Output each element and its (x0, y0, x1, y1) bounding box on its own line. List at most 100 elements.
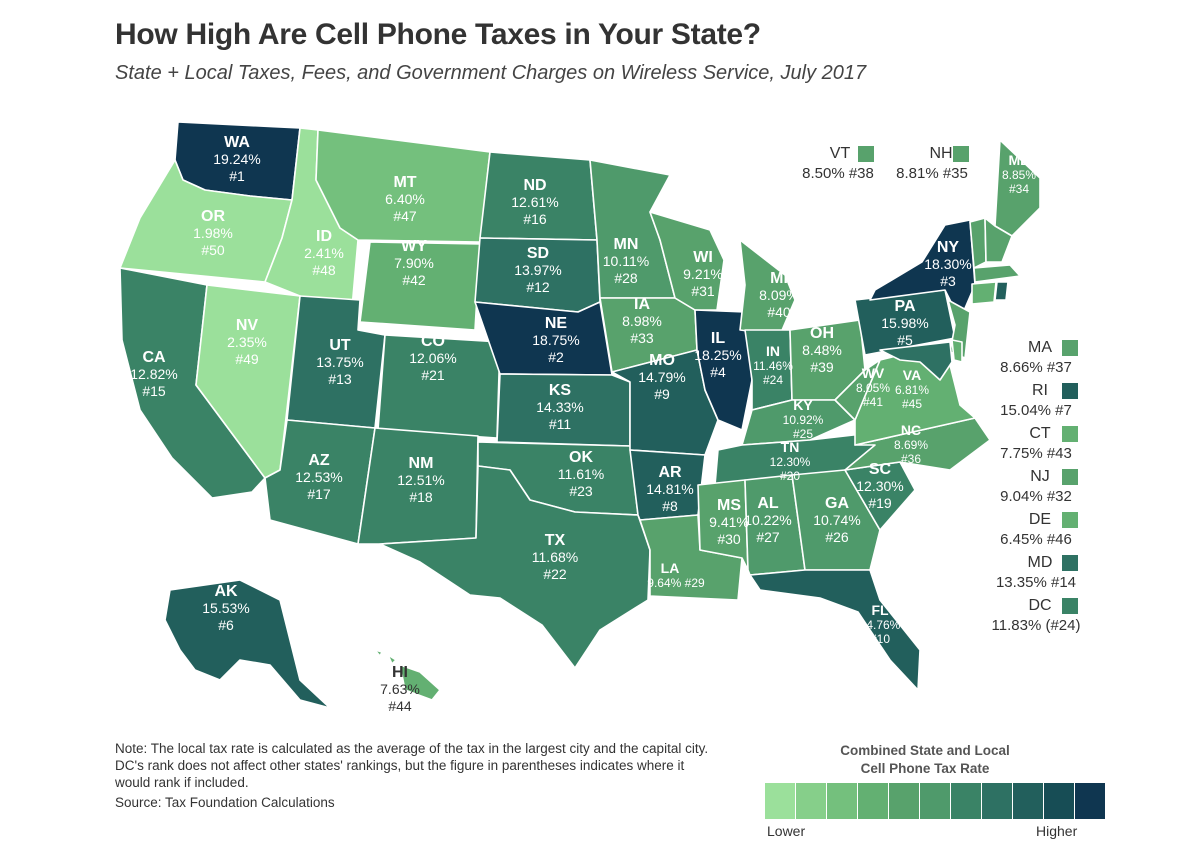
state-rate: 14.76% (860, 618, 901, 632)
callout-abbr: NH (929, 145, 952, 162)
state-rate: 8.85% (1002, 168, 1036, 182)
callout-ct: CT 7.75% #43 (1000, 425, 1078, 462)
state-rate: 2.41% (304, 245, 344, 261)
state-abbr: HI (392, 664, 408, 681)
state-ri (994, 281, 1009, 301)
state-rate: 11.46% (753, 359, 793, 373)
state-abbr: MN (614, 236, 639, 253)
state-rate: 1.98% (193, 225, 233, 241)
state-rate: 14.81% (646, 481, 693, 497)
legend-swatch (1044, 783, 1074, 819)
state-rate: 13.97% (514, 262, 561, 278)
state-rate: 8.05% (856, 381, 890, 395)
legend-color-scale (765, 783, 1105, 819)
state-rate: 18.75% (532, 332, 579, 348)
callout-swatch (1062, 555, 1078, 571)
state-label-va: VA6.81%#45 (895, 367, 929, 411)
state-label-ms: MS9.41%#30 (709, 497, 749, 547)
state-rate: 6.81% (895, 383, 929, 397)
state-rank: #42 (402, 272, 426, 288)
callout-swatch (1062, 598, 1078, 614)
state-rank: #3 (940, 273, 956, 289)
callout-ri: RI 15.04% #7 (1000, 382, 1078, 419)
state-hi (374, 649, 441, 701)
callout-value: 8.50% #38 (802, 165, 874, 182)
state-rank: #41 (863, 395, 883, 409)
state-rate: 10.74% (813, 512, 860, 528)
state-abbr: OR (201, 208, 225, 225)
state-label-la: LA9.64% #29 (647, 560, 705, 590)
legend-title-line1: Combined State and Local (840, 743, 1010, 758)
state-rate: 8.69% (894, 438, 928, 452)
state-abbr: KS (549, 382, 572, 399)
state-abbr: WV (862, 365, 885, 381)
state-rate: 18.25% (694, 347, 741, 363)
state-de (951, 339, 963, 363)
state-label-oh: OH8.48%#39 (802, 325, 842, 375)
state-rate: 9.64% #29 (647, 576, 705, 590)
state-abbr: NV (236, 317, 259, 334)
state-rank: #25 (793, 427, 813, 441)
state-rank: #8 (662, 498, 678, 514)
state-rate: 2.35% (227, 334, 267, 350)
state-rate: 12.06% (409, 350, 456, 366)
state-rate: 15.53% (202, 600, 249, 616)
state-rate: 9.41% (709, 514, 749, 530)
state-wy (359, 241, 481, 331)
state-rank: #23 (569, 483, 593, 499)
state-rank: #16 (523, 211, 547, 227)
state-abbr: WA (224, 134, 250, 151)
state-abbr: CA (142, 349, 166, 366)
state-rate: 12.30% (770, 455, 811, 469)
state-abbr: AK (214, 583, 238, 600)
state-abbr: ME (1009, 152, 1030, 168)
state-rank: #31 (691, 283, 715, 299)
state-wv (834, 359, 881, 421)
legend-swatch (765, 783, 795, 819)
callout-value: 7.75% #43 (1000, 445, 1072, 462)
state-abbr: IL (711, 330, 725, 347)
state-rank: #49 (235, 351, 259, 367)
state-abbr: KY (793, 397, 813, 413)
callout-value: 8.66% #37 (1000, 359, 1072, 376)
state-rate: 10.92% (783, 413, 824, 427)
legend-swatch (858, 783, 888, 819)
state-rank: #21 (421, 367, 445, 383)
state-nc (844, 417, 991, 471)
state-label-mi: MI8.09%#40 (759, 270, 799, 320)
callout-de: DE 6.45% #46 (1000, 511, 1078, 548)
state-label-wv: WV8.05%#41 (856, 365, 890, 409)
state-label-wi: WI9.21%#31 (683, 249, 723, 299)
state-rank: #17 (307, 486, 331, 502)
state-rank: #4 (710, 364, 726, 380)
state-nh (984, 217, 1013, 263)
state-abbr: TX (545, 532, 566, 549)
state-rank: #6 (218, 617, 234, 633)
state-rank: #13 (328, 371, 352, 387)
state-abbr: OH (810, 325, 834, 342)
state-ct (971, 281, 997, 305)
state-abbr: AR (658, 464, 682, 481)
state-rank: #39 (810, 359, 834, 375)
state-rate: 14.79% (638, 369, 685, 385)
callout-swatch (858, 146, 874, 162)
state-abbr: MI (770, 270, 788, 287)
callout-abbr: MD (1028, 554, 1053, 571)
methodology-note: Note: The local tax rate is calculated a… (115, 741, 709, 790)
legend-swatch (796, 783, 826, 819)
callout-value: 8.81% #35 (896, 165, 968, 182)
state-label-id: ID2.41%#48 (304, 228, 344, 278)
state-rank: #45 (902, 397, 922, 411)
state-rate: 8.09% (759, 287, 799, 303)
state-rank: #12 (526, 279, 550, 295)
